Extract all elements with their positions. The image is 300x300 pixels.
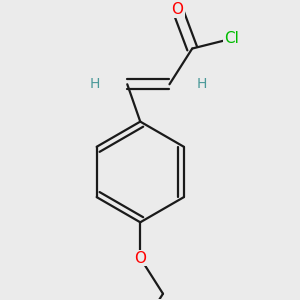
Text: H: H <box>197 77 207 91</box>
Text: H: H <box>90 77 100 91</box>
Text: Cl: Cl <box>224 31 239 46</box>
Text: O: O <box>134 250 146 266</box>
Text: O: O <box>172 2 184 17</box>
